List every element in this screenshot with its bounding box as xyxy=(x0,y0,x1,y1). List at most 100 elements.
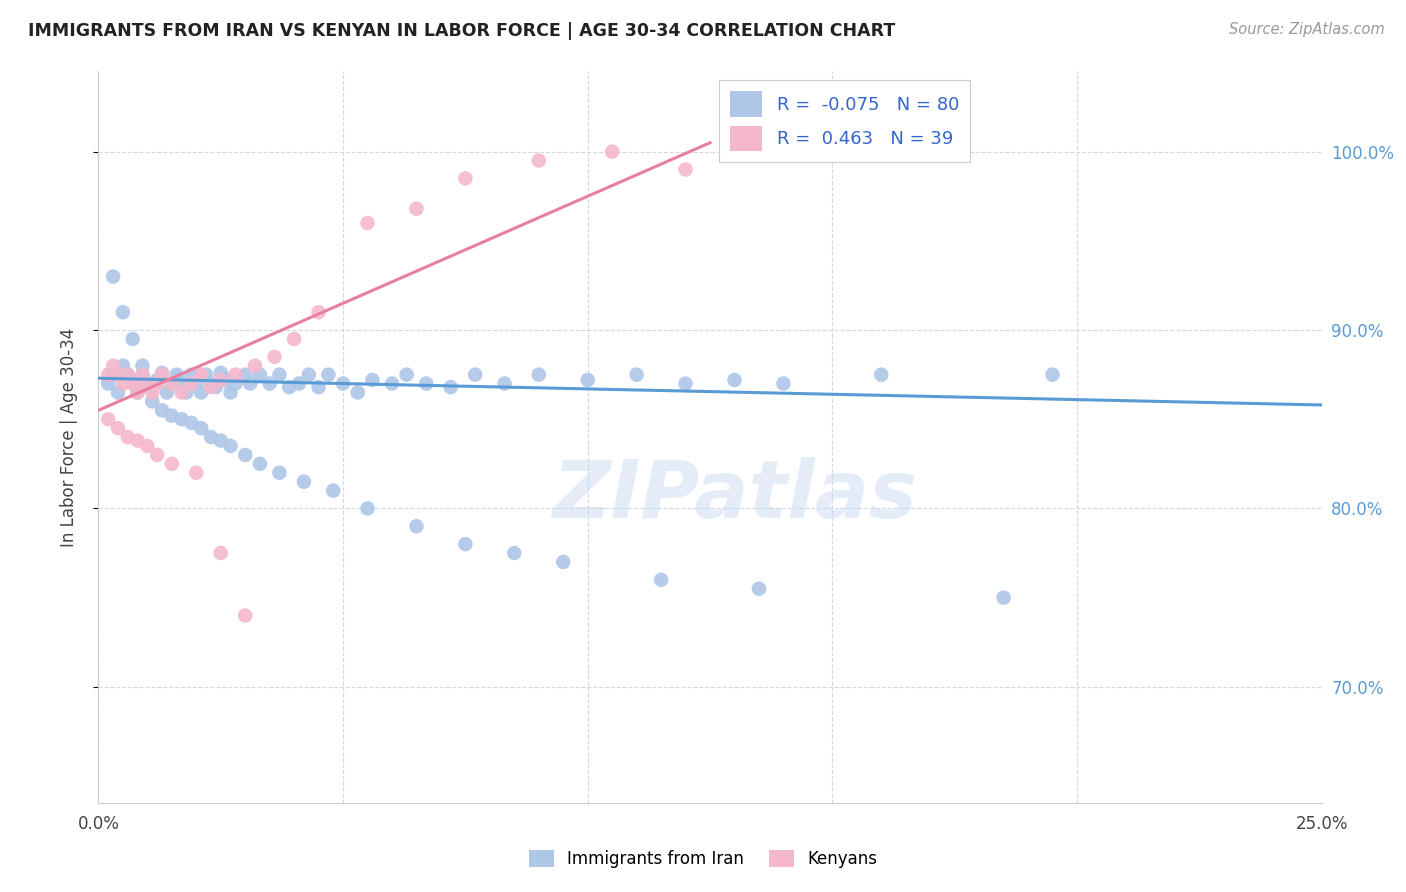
Immigrants from Iran xyxy=(170,376,193,391)
Text: IMMIGRANTS FROM IRAN VS KENYAN IN LABOR FORCE | AGE 30-34 CORRELATION CHART: IMMIGRANTS FROM IRAN VS KENYAN IN LABOR … xyxy=(28,22,896,40)
Immigrants from Iran xyxy=(141,380,163,394)
Immigrants from Iran xyxy=(136,376,159,391)
Immigrants from Iran xyxy=(131,368,153,382)
Immigrants from Iran xyxy=(1042,368,1064,382)
Kenyans xyxy=(101,359,124,373)
Immigrants from Iran xyxy=(150,403,173,417)
Immigrants from Iran xyxy=(440,380,463,394)
Kenyans xyxy=(131,368,153,382)
Immigrants from Iran xyxy=(146,373,169,387)
Kenyans xyxy=(186,466,208,480)
Immigrants from Iran xyxy=(107,385,129,400)
Immigrants from Iran xyxy=(332,376,354,391)
Immigrants from Iran xyxy=(97,376,120,391)
Immigrants from Iran xyxy=(200,430,222,444)
Immigrants from Iran xyxy=(117,368,139,382)
Immigrants from Iran xyxy=(121,332,143,346)
Kenyans xyxy=(233,608,256,623)
Y-axis label: In Labor Force | Age 30-34: In Labor Force | Age 30-34 xyxy=(59,327,77,547)
Kenyans xyxy=(454,171,477,186)
Immigrants from Iran xyxy=(190,421,212,435)
Kenyans xyxy=(136,376,159,391)
Immigrants from Iran xyxy=(675,376,697,391)
Immigrants from Iran xyxy=(131,359,153,373)
Immigrants from Iran xyxy=(160,409,183,423)
Immigrants from Iran xyxy=(111,305,134,319)
Kenyans xyxy=(136,439,159,453)
Text: ZIPatlas: ZIPatlas xyxy=(553,457,917,534)
Immigrants from Iran xyxy=(176,385,198,400)
Kenyans xyxy=(127,385,149,400)
Immigrants from Iran xyxy=(748,582,770,596)
Immigrants from Iran xyxy=(195,368,218,382)
Immigrants from Iran xyxy=(503,546,526,560)
Immigrants from Iran xyxy=(553,555,575,569)
Immigrants from Iran xyxy=(150,366,173,380)
Immigrants from Iran xyxy=(772,376,794,391)
Immigrants from Iran xyxy=(101,269,124,284)
Immigrants from Iran xyxy=(209,366,232,380)
Immigrants from Iran xyxy=(224,376,246,391)
Immigrants from Iran xyxy=(454,537,477,551)
Immigrants from Iran xyxy=(292,475,315,489)
Kenyans xyxy=(200,380,222,394)
Immigrants from Iran xyxy=(190,385,212,400)
Immigrants from Iran xyxy=(361,373,384,387)
Text: Source: ZipAtlas.com: Source: ZipAtlas.com xyxy=(1229,22,1385,37)
Immigrants from Iran xyxy=(111,359,134,373)
Kenyans xyxy=(127,434,149,448)
Kenyans xyxy=(170,385,193,400)
Immigrants from Iran xyxy=(308,380,330,394)
Legend: Immigrants from Iran, Kenyans: Immigrants from Iran, Kenyans xyxy=(522,843,884,875)
Immigrants from Iran xyxy=(219,385,242,400)
Immigrants from Iran xyxy=(527,368,550,382)
Kenyans xyxy=(283,332,305,346)
Kenyans xyxy=(97,368,120,382)
Immigrants from Iran xyxy=(415,376,437,391)
Immigrants from Iran xyxy=(186,376,208,391)
Kenyans xyxy=(356,216,378,230)
Immigrants from Iran xyxy=(166,368,188,382)
Kenyans xyxy=(150,368,173,382)
Immigrants from Iran xyxy=(318,368,340,382)
Immigrants from Iran xyxy=(576,373,599,387)
Kenyans xyxy=(141,385,163,400)
Immigrants from Iran xyxy=(288,376,311,391)
Immigrants from Iran xyxy=(205,380,228,394)
Immigrants from Iran xyxy=(322,483,344,498)
Immigrants from Iran xyxy=(121,376,143,391)
Kenyans xyxy=(146,448,169,462)
Immigrants from Iran xyxy=(180,368,202,382)
Immigrants from Iran xyxy=(160,376,183,391)
Immigrants from Iran xyxy=(101,368,124,382)
Immigrants from Iran xyxy=(239,376,262,391)
Immigrants from Iran xyxy=(723,373,745,387)
Kenyans xyxy=(160,376,183,391)
Immigrants from Iran xyxy=(200,376,222,391)
Immigrants from Iran xyxy=(278,380,301,394)
Immigrants from Iran xyxy=(233,368,256,382)
Immigrants from Iran xyxy=(141,394,163,409)
Immigrants from Iran xyxy=(214,373,236,387)
Kenyans xyxy=(111,376,134,391)
Immigrants from Iran xyxy=(626,368,648,382)
Immigrants from Iran xyxy=(259,376,281,391)
Immigrants from Iran xyxy=(405,519,427,533)
Immigrants from Iran xyxy=(381,376,404,391)
Legend: R =  -0.075   N = 80, R =  0.463   N = 39: R = -0.075 N = 80, R = 0.463 N = 39 xyxy=(718,80,970,162)
Kenyans xyxy=(190,368,212,382)
Kenyans xyxy=(263,350,285,364)
Immigrants from Iran xyxy=(209,434,232,448)
Immigrants from Iran xyxy=(346,385,368,400)
Immigrants from Iran xyxy=(156,385,179,400)
Kenyans xyxy=(97,412,120,426)
Immigrants from Iran xyxy=(464,368,486,382)
Kenyans xyxy=(121,376,143,391)
Immigrants from Iran xyxy=(249,457,271,471)
Kenyans xyxy=(675,162,697,177)
Kenyans xyxy=(600,145,623,159)
Kenyans xyxy=(180,376,202,391)
Kenyans xyxy=(107,421,129,435)
Kenyans xyxy=(107,368,129,382)
Immigrants from Iran xyxy=(395,368,418,382)
